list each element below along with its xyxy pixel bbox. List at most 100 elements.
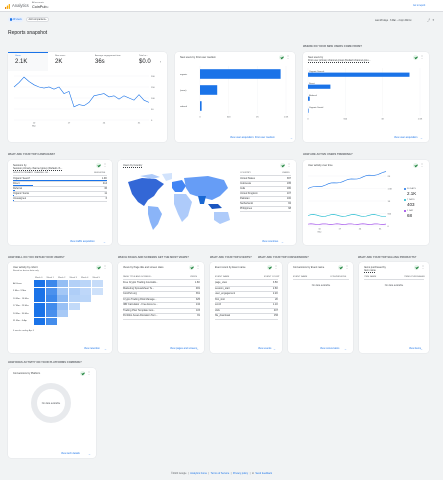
share-bar (13, 190, 15, 191)
cohort-cell[interactable] (34, 287, 46, 295)
x-tick-label: 500 (227, 117, 231, 119)
cohort-row-label: 24 Mar - 30 Mar (13, 312, 29, 315)
more-menu-icon[interactable]: ⋮ (103, 162, 107, 167)
all-users-chip[interactable]: All Users (8, 17, 24, 22)
cohort-cell[interactable] (34, 310, 46, 318)
send-feedback-link[interactable]: Send feedback (255, 471, 273, 475)
more-menu-icon[interactable]: ⋮ (87, 370, 91, 375)
cohort-cell[interactable] (80, 295, 92, 303)
next-metric-chevron-icon[interactable]: › (160, 60, 162, 64)
cohort-cell[interactable] (45, 310, 57, 318)
footer-link[interactable]: Terms of Service (210, 471, 230, 475)
card-title: User activity by cohort (13, 266, 38, 269)
bar (200, 101, 202, 111)
cohort-cell[interactable] (45, 295, 57, 303)
week-header: Week 5 (92, 277, 100, 279)
column-header[interactable]: COUNTRY (240, 172, 251, 174)
cohort-cell[interactable] (57, 295, 69, 303)
view-acquisition-link[interactable]: View user acquisition (394, 136, 418, 139)
more-menu-icon[interactable]: ⋮ (287, 162, 291, 167)
cohort-cell[interactable] (34, 317, 46, 325)
column-header[interactable]: ITEM NAME (364, 276, 377, 278)
column-header[interactable]: SESSION PRIMARY CHANNEL GR... (13, 172, 50, 174)
footer-link[interactable]: Privacy policy (232, 471, 249, 475)
column-header[interactable]: VIEWS (190, 276, 198, 278)
column-header[interactable]: SESSIONS (94, 172, 106, 174)
legend-dot (404, 210, 406, 213)
view-conversions-link[interactable]: View conversions (320, 347, 340, 350)
cohort-cell[interactable] (91, 287, 103, 295)
card-subtitle[interactable]: Session primary channel group (Default c… (13, 167, 63, 170)
card-title: Sessions by (13, 164, 27, 167)
card-title[interactable]: Users by Country (123, 164, 143, 167)
more-menu-icon[interactable]: ⋮ (420, 54, 424, 59)
cohort-cell[interactable] (57, 302, 69, 310)
cohort-cell[interactable] (68, 295, 80, 303)
column-header[interactable]: EVENT NAME (293, 276, 308, 278)
more-menu-icon[interactable]: ⋮ (421, 264, 425, 269)
page-row-value: 81 (197, 314, 200, 317)
cohort-cell[interactable] (34, 280, 46, 288)
y-tick-label: 100 (151, 98, 155, 100)
cohort-cell[interactable] (57, 280, 69, 288)
column-header[interactable]: ITEMS PURCHASED (404, 276, 426, 278)
column-header[interactable]: EVENT COUNT (264, 276, 280, 278)
cohort-cell[interactable] (57, 287, 69, 295)
view-events-link[interactable]: View events (258, 347, 272, 350)
more-menu-icon[interactable]: ⋮ (420, 162, 424, 167)
cohort-cell[interactable] (45, 317, 57, 325)
cohort-cell[interactable] (57, 310, 69, 318)
event-row-name: scroll (215, 303, 221, 306)
cohort-cell[interactable] (45, 287, 57, 295)
view-tech-details-link[interactable]: View tech details (61, 452, 80, 455)
property-selector[interactable]: CoinPub ▾ (32, 5, 49, 9)
more-menu-icon[interactable]: ⋮ (103, 264, 107, 269)
more-menu-icon[interactable]: ⋮ (345, 264, 349, 269)
cohort-cell[interactable] (68, 280, 80, 288)
cohort-cell[interactable] (80, 287, 92, 295)
cohort-cell[interactable] (45, 280, 57, 288)
more-menu-icon[interactable]: ⋮ (286, 54, 290, 59)
metric-tab-new-users[interactable] (48, 52, 88, 71)
view-retention-link[interactable]: View retention (84, 347, 100, 350)
view-items-link[interactable]: View items (409, 347, 422, 350)
column-header[interactable]: EVENT NAME (215, 276, 230, 278)
users-series-line (13, 76, 150, 108)
x-tick-label: 1.5K (418, 119, 423, 121)
check-icon (280, 163, 285, 168)
card-subtitle[interactable]: First user primary channel group (Defaul… (308, 59, 371, 62)
share-icon[interactable]: ⤴ (427, 17, 431, 22)
series-line-30-days (307, 171, 387, 189)
date-range-selector[interactable]: Last 28 days · 6 Mar – 2 Apr 2024 ▾ (375, 19, 411, 22)
campaign-row-name: Referral (13, 187, 22, 190)
view-pages-link[interactable]: View pages and screens (170, 347, 198, 350)
view-traffic-link[interactable]: View traffic acquisition (70, 240, 95, 243)
footer-link[interactable]: Analytics home (190, 471, 208, 475)
column-header[interactable]: CONVERSIONS (330, 276, 347, 278)
cohort-cell[interactable] (68, 302, 80, 310)
cohort-cell[interactable] (68, 287, 80, 295)
view-acquisition-medium-link[interactable]: View user acquisition: First user medium (230, 136, 275, 139)
page-footer: ©2024 Google | Analytics home | Terms of S… (170, 471, 273, 475)
card-subtitle[interactable]: Item name (364, 269, 376, 272)
more-menu-icon[interactable]: ⋮ (196, 264, 200, 269)
column-header[interactable]: PAGE TITLE AND SCREEN... (123, 276, 153, 278)
cohort-cell[interactable] (34, 295, 46, 303)
cohort-cell[interactable] (45, 302, 57, 310)
metric-tab-users[interactable] (8, 52, 48, 71)
cohort-cell[interactable] (91, 280, 103, 288)
column-header[interactable]: USERS (282, 172, 290, 174)
account-name[interactable]: All accounts (32, 1, 44, 4)
go-to-report-link[interactable]: Go to report (413, 4, 426, 7)
event-row-value: 407 (273, 308, 278, 312)
cohort-cell[interactable] (80, 280, 92, 288)
more-menu-icon[interactable]: ⋮ (274, 264, 278, 269)
insights-icon[interactable]: ✦ (432, 17, 435, 22)
arrow-right-icon: → (344, 346, 347, 351)
country-row-value: 195 (286, 182, 291, 185)
conversions-card: Conversions by Event name ⋮ EVENT NAME C… (288, 262, 353, 353)
add-comparison-button[interactable]: Add comparison + (26, 17, 50, 22)
view-countries-link[interactable]: View countries (262, 240, 279, 243)
share-bar (13, 185, 34, 186)
cohort-cell[interactable] (34, 302, 46, 310)
